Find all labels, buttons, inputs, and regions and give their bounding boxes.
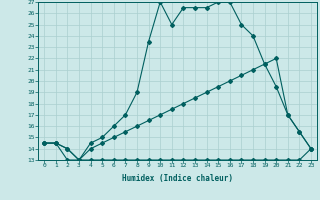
X-axis label: Humidex (Indice chaleur): Humidex (Indice chaleur) bbox=[122, 174, 233, 183]
